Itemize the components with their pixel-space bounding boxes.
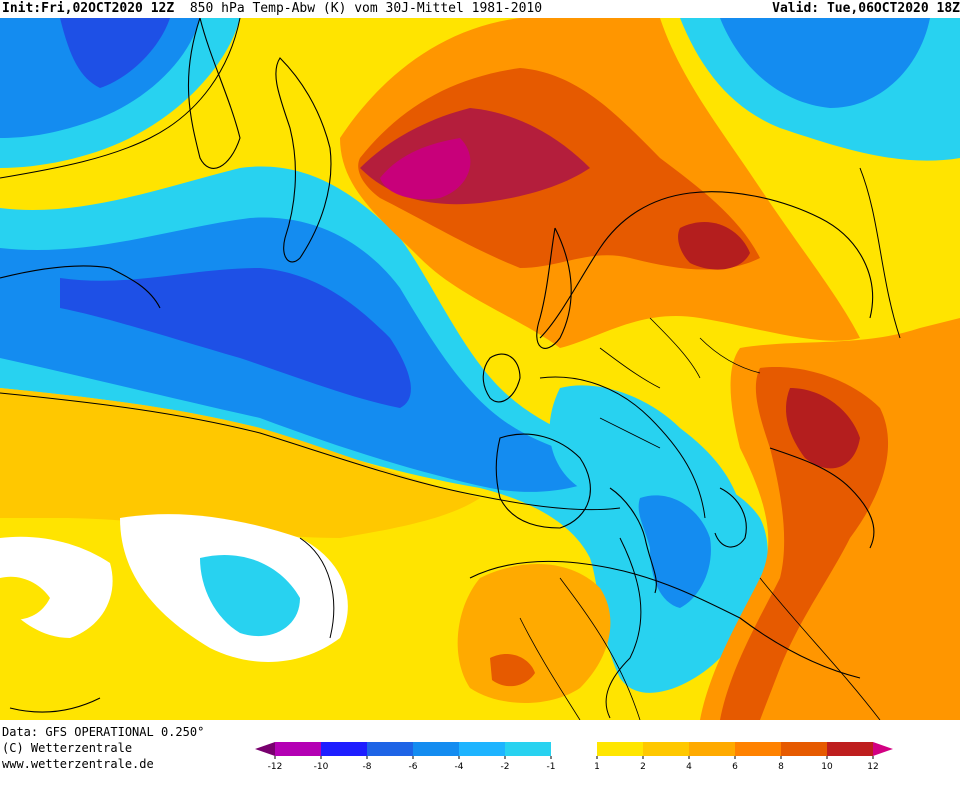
color-legend-tick-label: 12 [867,762,878,772]
map-header: Init:Fri,02OCT2020 12Z 850 hPa Temp-Abw … [0,0,968,18]
color-legend-segment [459,742,505,756]
color-legend-tick-label: -4 [455,762,464,772]
color-legend-tick-label: -10 [314,762,329,772]
subtropical-atlantic-pattern [0,388,480,662]
copyright: (C) Wetterzentrale [2,741,133,755]
color-legend-segment [735,742,781,756]
color-legend-tick-label: -6 [409,762,418,772]
color-legend-end-high [873,742,893,756]
color-legend-svg: -12 -10 -8 -6 -4 -2 -1 1 2 4 6 8 10 12 [255,742,893,772]
color-legend-segment [321,742,367,756]
color-legend-tick-label: 10 [821,762,833,772]
color-legend-end-low [255,742,275,756]
color-legend-tick-label: 1 [594,762,600,772]
map-footer: Data: GFS OPERATIONAL 0.250° (C) Wetterz… [0,722,968,786]
color-legend-segment [505,742,551,756]
color-legend-tick-label: -1 [547,762,556,772]
valid-label: Valid: [772,1,820,16]
color-legend-tick-label: 8 [778,762,784,772]
color-legend-segment [827,742,873,756]
africa-warm-anomaly [457,564,611,703]
init-time: Fri,02OCT2020 12Z [41,1,175,16]
color-legend-tick-label: -8 [363,762,372,772]
color-legend-segment [367,742,413,756]
warm-anomaly-southeast [700,318,960,720]
contour-lines [0,18,901,719]
atlantic-cold-anomaly [0,166,768,693]
anomaly-map-svg [0,18,960,720]
color-legend-segment [413,742,459,756]
color-legend-segment [781,742,827,756]
color-legend-tick-label: 6 [732,762,738,772]
north-cold-anomaly [0,18,960,168]
init-label: Init: [2,1,42,16]
data-source: Data: GFS OPERATIONAL 0.250° [2,725,205,739]
color-legend-tick-label: 2 [640,762,646,772]
map-title: 850 hPa Temp-Abw (K) vom 30J-Mittel 1981… [189,1,543,16]
color-legend-segment [597,742,643,756]
color-legend-segments [255,742,893,756]
valid-time: Tue,06OCT2020 18Z [826,1,960,16]
mediterranean-cold-anomaly [549,385,745,640]
color-legend-segment [275,742,321,756]
website-link[interactable]: www.wetterzentrale.de [2,757,154,771]
warm-anomaly-north [340,18,860,348]
color-legend-ticks: -12 -10 -8 -6 -4 -2 -1 1 2 4 6 8 10 12 [268,756,879,772]
color-legend-segment [643,742,689,756]
color-legend-segment [551,742,597,756]
country-borders [519,317,881,720]
anomaly-map [0,18,960,720]
color-legend-tick-label: -2 [501,762,510,772]
color-legend-segment [689,742,735,756]
color-legend: -12 -10 -8 -6 -4 -2 -1 1 2 4 6 8 10 12 [255,742,945,782]
color-legend-tick-label: -12 [268,762,283,772]
coastlines [0,18,875,713]
credits: Data: GFS OPERATIONAL 0.250° (C) Wetterz… [2,724,204,772]
color-legend-tick-label: 4 [686,762,692,772]
